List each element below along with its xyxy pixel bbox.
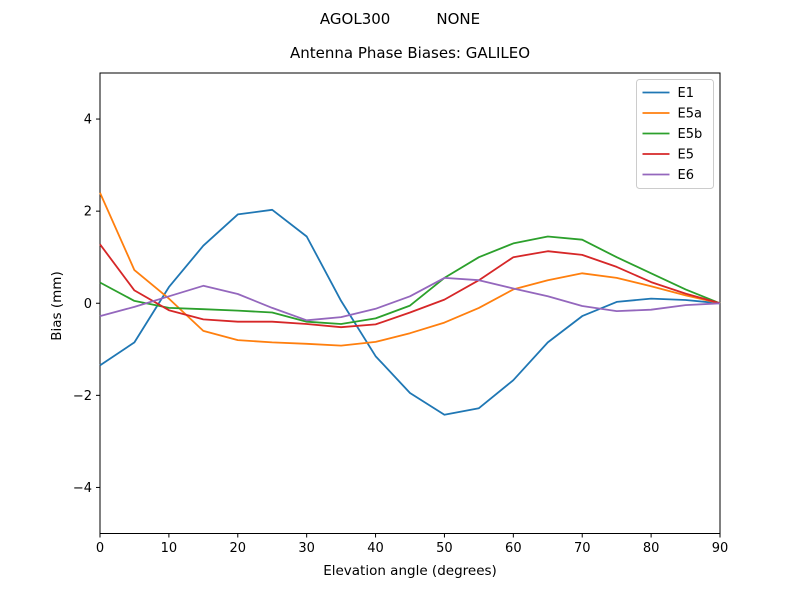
suptitle-left: AGOL300: [319, 10, 391, 28]
legend-item-E5b: E5b: [642, 127, 703, 142]
legend-label-E5a: E5a: [678, 107, 702, 122]
series-line-E5a: [99, 192, 721, 347]
suptitle-right: NONE: [436, 10, 481, 28]
x-axis-label: Elevation angle (degrees): [323, 563, 497, 579]
y-tick-label: −4: [73, 481, 92, 496]
legend: E1 E5a E5b E5 E6: [636, 79, 714, 189]
x-axis-ticks: 0 10 20 30 40 50 60 70 80 90: [96, 533, 729, 556]
y-tick-label: −2: [73, 389, 92, 404]
series-line-E5b: [99, 235, 721, 325]
legend-item-E1: E1: [642, 86, 695, 101]
x-tick-label: 0: [96, 541, 104, 556]
axes-spines: [99, 72, 721, 534]
axes-title: Antenna Phase Biases: GALILEO: [289, 44, 531, 62]
x-tick-label: 30: [298, 541, 315, 556]
legend-frame: [636, 79, 714, 189]
legend-item-E6: E6: [642, 168, 695, 183]
figure-suptitle: AGOL300 NONE: [0, 10, 800, 28]
y-tick-label: 0: [84, 297, 92, 312]
y-axis-ticks: −4 −2 0 2 4: [73, 113, 100, 496]
legend-label-E5b: E5b: [678, 127, 703, 142]
series-line-E6: [99, 276, 721, 322]
x-tick-label: 20: [230, 541, 247, 556]
x-tick-label: 40: [367, 541, 384, 556]
y-tick-label: 2: [84, 205, 92, 220]
x-tick-label: 90: [712, 541, 729, 556]
x-tick-label: 50: [436, 541, 453, 556]
y-tick-label: 4: [84, 113, 92, 128]
x-tick-label: 60: [505, 541, 522, 556]
x-tick-label: 70: [574, 541, 591, 556]
series-line-E1: [99, 208, 721, 416]
x-tick-label: 10: [161, 541, 178, 556]
legend-label-E1: E1: [678, 86, 695, 101]
series-line-E5: [99, 243, 721, 329]
y-axis-label: Bias (mm): [49, 271, 65, 341]
legend-item-E5a: E5a: [642, 107, 702, 122]
legend-label-E5: E5: [678, 148, 695, 163]
legend-item-E5: E5: [642, 148, 695, 163]
legend-label-E6: E6: [678, 168, 695, 183]
x-tick-label: 80: [643, 541, 660, 556]
